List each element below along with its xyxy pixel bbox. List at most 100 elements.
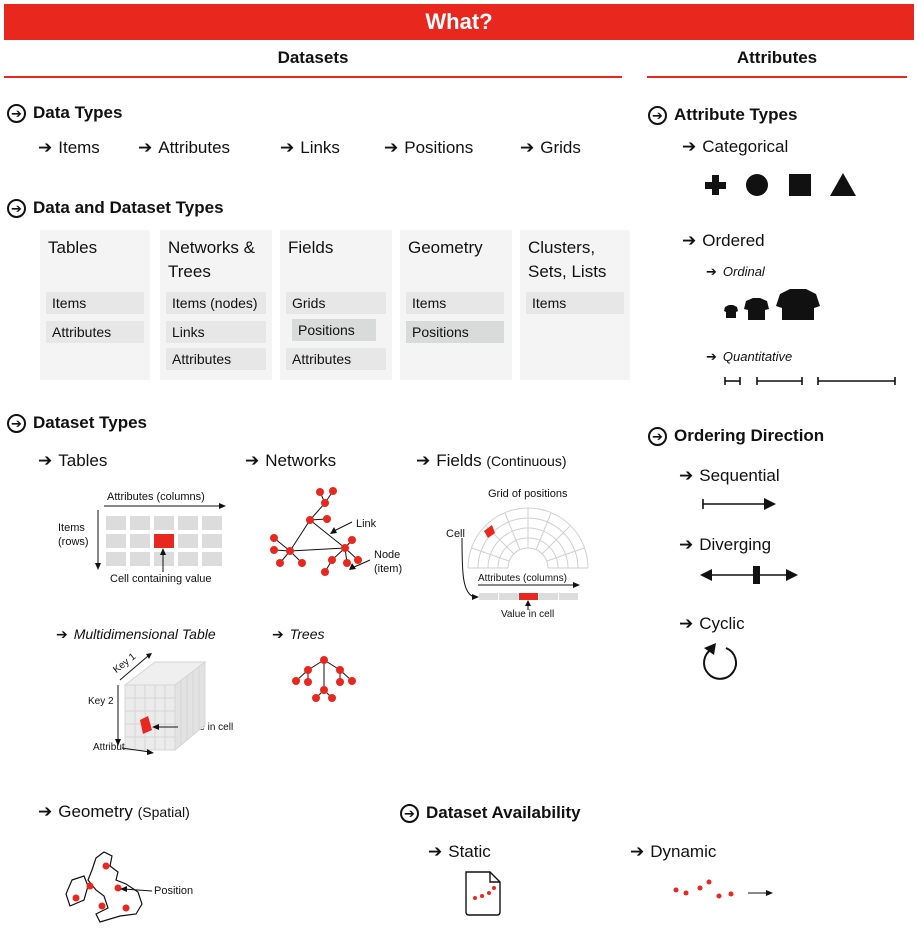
arrow-icon: ➔ <box>630 842 645 861</box>
arrow-icon: ➔ <box>138 138 153 157</box>
static-label: ➔ Static <box>428 842 491 861</box>
ordinal-label: ➔ Ordinal <box>706 264 765 279</box>
arrow-icon: ➔ <box>38 138 53 157</box>
card-clusters-sets-lists: Clusters, Sets, Lists Items <box>520 230 630 380</box>
arrow-icon: ➔ <box>38 451 53 470</box>
arrow-icon: ➔ <box>706 349 717 364</box>
card-cell: Items (nodes) <box>166 292 266 314</box>
trees-label: ➔ Trees <box>272 626 325 642</box>
fields-grid-label: Grid of positions <box>488 488 568 500</box>
network-node-label: Node (item) <box>374 549 403 575</box>
card-cell: Attributes <box>286 348 386 370</box>
circle-arrow-icon: ➔ <box>400 803 419 823</box>
card-cell: Attributes <box>166 348 266 370</box>
card-geometry: Geometry Items Positions <box>400 230 512 380</box>
square-icon <box>789 174 811 196</box>
card-fields: Fields Grids Positions Attributes <box>280 230 392 380</box>
circle-arrow-icon: ➔ <box>7 413 26 433</box>
card-cell: Positions <box>406 321 504 343</box>
data-type-grids: ➔ Grids <box>520 138 581 157</box>
network-link-label: Link <box>356 518 377 530</box>
arrow-icon: ➔ <box>245 451 260 470</box>
circle-arrow-icon: ➔ <box>7 198 26 218</box>
multidim-key2-label: Key 2 <box>88 696 114 707</box>
datasets-column-title: Datasets <box>277 48 349 67</box>
arrow-icon: ➔ <box>679 466 694 485</box>
diverging-label: ➔ Diverging <box>679 535 772 554</box>
geometry-position-label: Position <box>154 885 194 897</box>
card-cell: Positions <box>292 319 376 341</box>
attributes-column-title: Attributes <box>736 48 818 67</box>
arrow-icon: ➔ <box>56 626 68 642</box>
card-cell: Attributes <box>46 321 144 343</box>
ordering-direction-heading: ➔ Ordering Direction <box>648 426 824 446</box>
triangle-icon <box>830 173 856 196</box>
tshirt-large-icon <box>776 289 820 320</box>
card-cell: Items <box>46 292 144 314</box>
attribute-types-heading: ➔ Attribute Types <box>648 105 797 125</box>
data-type-links: ➔ Links <box>280 138 340 157</box>
card-cell: Links <box>166 321 266 343</box>
arrow-icon: ➔ <box>682 137 697 156</box>
data-and-dataset-types-heading: ➔ Data and Dataset Types <box>7 198 224 218</box>
arrow-icon: ➔ <box>706 264 717 279</box>
arrow-icon: ➔ <box>416 451 431 470</box>
fields-value-label: Value in cell <box>501 609 555 620</box>
multidim-value-label: Value in cell <box>180 722 234 733</box>
arrow-icon: ➔ <box>682 231 697 250</box>
card-cell: Grids <box>286 292 386 314</box>
arrow-icon: ➔ <box>280 138 295 157</box>
table-items-label: Items (rows) <box>58 522 89 548</box>
dataset-types-heading: ➔ Dataset Types <box>7 413 147 433</box>
circle-arrow-icon: ➔ <box>648 105 667 125</box>
dataset-availability-heading: ➔ Dataset Availability <box>400 803 581 823</box>
data-type-positions: ➔ Positions <box>384 138 474 157</box>
multidim-label: ➔ Multidimensional Table <box>56 626 216 642</box>
arrow-icon: ➔ <box>679 535 694 554</box>
circle-arrow-icon: ➔ <box>7 103 26 123</box>
circle-icon <box>746 174 768 196</box>
tshirt-medium-icon <box>744 298 769 320</box>
fields-attributes-label: Attributes (columns) <box>478 573 567 584</box>
page-banner: What? <box>4 4 914 40</box>
categorical-label: ➔ Categorical <box>682 137 789 156</box>
data-type-items: ➔ Items <box>38 138 100 157</box>
quantitative-label: ➔ Quantitative <box>706 349 793 364</box>
card-tables: Tables Items Attributes <box>40 230 150 380</box>
cyclic-label: ➔ Cyclic <box>679 614 745 633</box>
card-cell: Items <box>406 292 504 314</box>
table-cell-label: Cell containing value <box>110 573 212 585</box>
arrow-icon: ➔ <box>520 138 535 157</box>
geometry-label: ➔ Geometry (Spatial) <box>38 802 190 821</box>
data-type-attributes: ➔ Attributes <box>138 138 231 157</box>
networks-label: ➔ Networks <box>245 451 337 470</box>
fields-cell-label: Cell <box>446 528 465 540</box>
tables-label: ➔ Tables <box>38 451 108 470</box>
fields-label: ➔ Fields (Continuous) <box>416 451 567 470</box>
arrow-icon: ➔ <box>679 614 694 633</box>
ordered-label: ➔ Ordered <box>682 231 765 250</box>
arrow-icon: ➔ <box>272 626 284 642</box>
data-types-heading: ➔ Data Types <box>7 103 122 123</box>
arrow-icon: ➔ <box>384 138 399 157</box>
dynamic-label: ➔ Dynamic <box>630 842 717 861</box>
multidim-attributes-label: Attributes <box>93 742 136 753</box>
table-attributes-label: Attributes (columns) <box>107 491 205 503</box>
datasets-rule <box>4 76 622 78</box>
circle-arrow-icon: ➔ <box>648 426 667 446</box>
tshirt-small-icon <box>724 305 738 318</box>
card-cell: Items <box>526 292 624 314</box>
arrow-icon: ➔ <box>428 842 443 861</box>
